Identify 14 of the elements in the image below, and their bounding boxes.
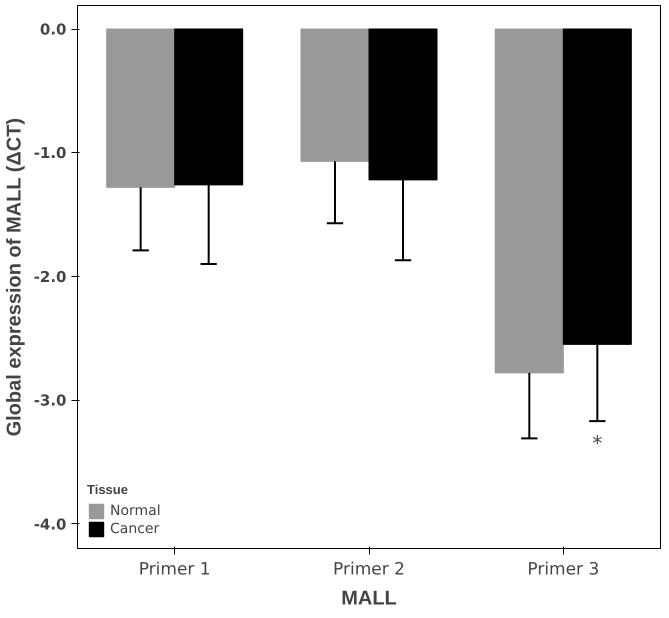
y-tick-label: -3.0: [34, 392, 67, 410]
y-tick-label: -1.0: [34, 144, 67, 162]
legend-label: Normal: [110, 502, 161, 520]
x-tick-label: Primer 1: [138, 560, 211, 580]
x-axis-title: MALL: [341, 588, 397, 610]
y-tick-label: -4.0: [34, 515, 67, 534]
legend-title: Tissue: [87, 482, 129, 497]
annotation: *: [592, 431, 602, 456]
x-tick-label: Primer 2: [333, 560, 405, 580]
y-tick-label: 0.0: [40, 20, 67, 38]
x-tick-label: Primer 3: [527, 560, 600, 580]
y-tick-label: -2.0: [34, 268, 67, 286]
y-axis-title: Global expression of MALL (ΔCT): [4, 118, 26, 436]
legend-label: Cancer: [110, 520, 160, 538]
